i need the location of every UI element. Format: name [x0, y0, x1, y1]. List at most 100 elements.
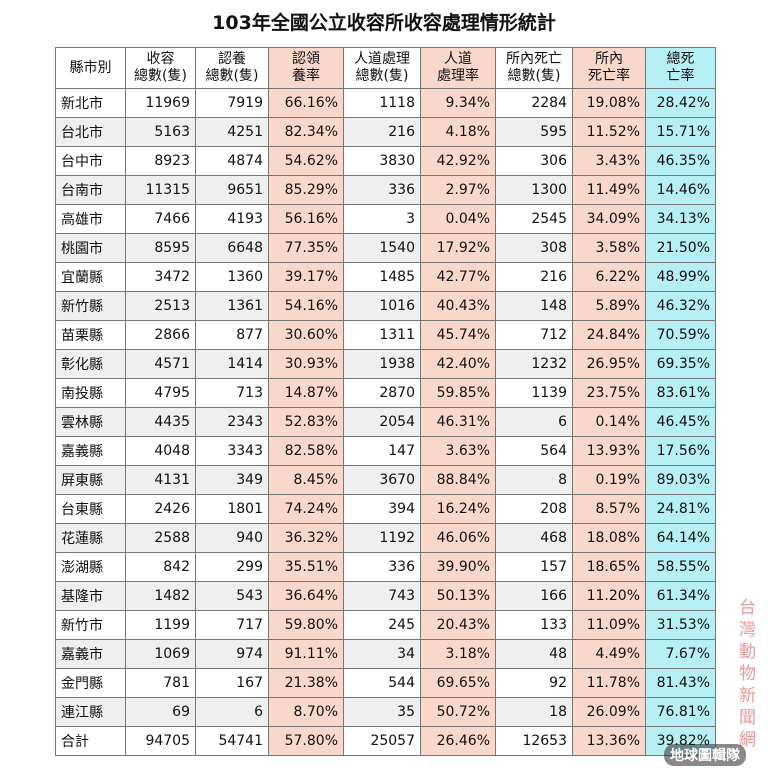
table-cell: 349	[195, 465, 269, 495]
table-cell: 24.84%	[572, 320, 646, 350]
table-row: 嘉義縣 4048 3343 82.58% 147 3.63% 564 13.93% 17.56%	[55, 436, 716, 466]
table-row: 新竹市 1199 717 59.80% 245 20.43% 133 11.09% 31.53%	[55, 610, 716, 640]
table-cell: 743	[343, 581, 421, 611]
table-cell: 0.14%	[572, 407, 646, 437]
table-cell: 18.08%	[572, 523, 646, 553]
table-cell: 23.75%	[572, 378, 646, 408]
table-cell: 48.99%	[645, 262, 716, 292]
header-line: 亡率	[666, 68, 695, 84]
table-cell: 543	[195, 581, 269, 611]
table-row: 澎湖縣 842 299 35.51% 336 39.90% 157 18.65% 58.55%	[55, 552, 716, 582]
table-cell: 1485	[343, 262, 421, 292]
table-row: 台中市 8923 4874 54.62% 3830 42.92% 306 3.43% 46.35…	[55, 146, 716, 176]
header-line: 處理率	[437, 68, 479, 84]
table-cell: 336	[343, 552, 421, 582]
table-cell: 澎湖縣	[55, 552, 126, 582]
table-cell: 9.34%	[420, 88, 496, 118]
table-cell: 42.77%	[420, 262, 496, 292]
table-row: 連江縣 69 6 8.70% 35 50.72% 18 26.09% 76.81%	[55, 697, 716, 727]
table-cell: 46.06%	[420, 523, 496, 553]
table-cell: 50.72%	[420, 697, 496, 727]
header-line: 總數(隻)	[355, 68, 409, 84]
table-cell: 1016	[343, 291, 421, 321]
table-cell: 69.65%	[420, 668, 496, 698]
header-line: 收容	[146, 51, 175, 67]
table-cell: 16.24%	[420, 494, 496, 524]
source-badge: 地球圖輯隊	[664, 744, 746, 766]
header-line: 所內死亡	[506, 51, 562, 67]
table-cell: 468	[495, 523, 573, 553]
table-cell: 3.58%	[572, 233, 646, 263]
table-cell: 2588	[125, 523, 196, 553]
table-cell: 64.14%	[645, 523, 716, 553]
table-cell: 544	[343, 668, 421, 698]
table-cell: 46.32%	[645, 291, 716, 321]
table-cell: 308	[495, 233, 573, 263]
table-cell: 595	[495, 117, 573, 147]
header-line: 總數(隻)	[205, 68, 259, 84]
table-cell: 屏東縣	[55, 465, 126, 495]
table-cell: 1482	[125, 581, 196, 611]
table-row: 台東縣 2426 1801 74.24% 394 16.24% 208 8.57% 24.81%	[55, 494, 716, 524]
table-row: 高雄市 7466 4193 56.16% 3 0.04% 2545 34.09% 34.13%	[55, 204, 716, 234]
table-cell: 40.43%	[420, 291, 496, 321]
table-cell: 台東縣	[55, 494, 126, 524]
table-cell: 11.09%	[572, 610, 646, 640]
table-cell: 245	[343, 610, 421, 640]
table-cell: 5163	[125, 117, 196, 147]
table-cell: 781	[125, 668, 196, 698]
table-row: 新竹縣 2513 1361 54.16% 1016 40.43% 148 5.89% 46.32…	[55, 291, 716, 321]
table-row: 金門縣 781 167 21.38% 544 69.65% 92 11.78% 81.43%	[55, 668, 716, 698]
table-cell: 3343	[195, 436, 269, 466]
table-cell: 南投縣	[55, 378, 126, 408]
table-cell: 1300	[495, 175, 573, 205]
table-row: 彰化縣 4571 1414 30.93% 1938 42.40% 1232 26.95% 69.…	[55, 349, 716, 379]
table-cell: 13.36%	[572, 726, 646, 756]
table-cell: 13.93%	[572, 436, 646, 466]
table-cell: 11.49%	[572, 175, 646, 205]
table-cell: 94705	[125, 726, 196, 756]
header-line: 總死	[666, 51, 695, 67]
table-cell: 6	[495, 407, 573, 437]
table-cell: 54741	[195, 726, 269, 756]
table-cell: 1801	[195, 494, 269, 524]
table-cell: 54.62%	[268, 146, 344, 176]
header-cell: 收容 總數(隻)	[125, 47, 196, 89]
table-cell: 4193	[195, 204, 269, 234]
table-cell: 50.13%	[420, 581, 496, 611]
table-cell: 167	[195, 668, 269, 698]
table-cell: 82.58%	[268, 436, 344, 466]
table-row: 花蓮縣 2588 940 36.32% 1192 46.06% 468 18.08% 64.14…	[55, 523, 716, 553]
table-cell: 2284	[495, 88, 573, 118]
table-cell: 59.85%	[420, 378, 496, 408]
table-row: 台南市 11315 9651 85.29% 336 2.97% 1300 11.49% 14.4…	[55, 175, 716, 205]
table-cell: 940	[195, 523, 269, 553]
table-cell: 61.34%	[645, 581, 716, 611]
header-line: 縣市別	[69, 59, 112, 76]
table-cell: 34.13%	[645, 204, 716, 234]
table-cell: 35	[343, 697, 421, 727]
table-cell: 1414	[195, 349, 269, 379]
header-line: 養率	[292, 68, 320, 84]
table-cell: 12653	[495, 726, 573, 756]
table-cell: 14.46%	[645, 175, 716, 205]
table-cell: 3472	[125, 262, 196, 292]
table-cell: 1199	[125, 610, 196, 640]
table-cell: 69	[125, 697, 196, 727]
table-cell: 花蓮縣	[55, 523, 126, 553]
table-cell: 4048	[125, 436, 196, 466]
header-cell: 縣市別	[55, 47, 126, 89]
table-cell: 8.57%	[572, 494, 646, 524]
table-body: 新北市 11969 7919 66.16% 1118 9.34% 2284 19.08% 28.…	[55, 88, 716, 756]
table-cell: 28.42%	[645, 88, 716, 118]
header-line: 所內	[595, 51, 623, 67]
table-cell: 6	[195, 697, 269, 727]
table-cell: 4571	[125, 349, 196, 379]
table-row: 合計 94705 54741 57.80% 25057 26.46% 12653 13.36%…	[55, 726, 716, 756]
table-cell: 39.90%	[420, 552, 496, 582]
table-cell: 42.92%	[420, 146, 496, 176]
table-cell: 8.45%	[268, 465, 344, 495]
table-cell: 4795	[125, 378, 196, 408]
header-cell: 所內 死亡率	[572, 47, 646, 89]
table-cell: 彰化縣	[55, 349, 126, 379]
